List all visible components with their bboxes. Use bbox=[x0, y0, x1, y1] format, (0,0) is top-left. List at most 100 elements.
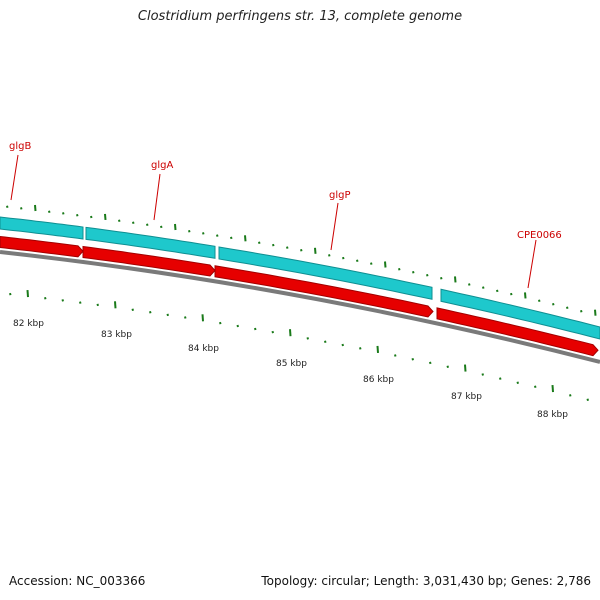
tick-mark bbox=[398, 268, 401, 271]
kbp-label: 82 kbp bbox=[13, 319, 44, 329]
tick-mark bbox=[132, 221, 135, 225]
scale-tick bbox=[376, 345, 379, 353]
gene-label-leader bbox=[527, 239, 537, 289]
scale-tick bbox=[499, 377, 502, 380]
scale-tick bbox=[429, 361, 432, 365]
scale-tick bbox=[481, 373, 484, 376]
scale-tick bbox=[306, 337, 309, 340]
gene-labels: glgB glgA glgP CPE0066 bbox=[9, 141, 562, 289]
scale-tick bbox=[96, 303, 99, 307]
tick-mark bbox=[468, 283, 471, 286]
gene-label-glgP: glgP bbox=[329, 190, 351, 201]
gene-arrow-reverse bbox=[82, 245, 216, 277]
scale-tick bbox=[166, 313, 169, 317]
gene-label-glgB: glgB bbox=[9, 141, 31, 152]
tick-mark bbox=[118, 219, 121, 223]
scale-tick bbox=[586, 398, 589, 402]
scale-tick bbox=[79, 301, 82, 304]
scale-tick bbox=[271, 330, 274, 334]
tick-mark bbox=[342, 256, 345, 260]
scale-ticks bbox=[9, 290, 589, 402]
tick-mark bbox=[440, 277, 443, 280]
kbp-labels: 82 kbp 83 kbp 84 kbp 85 kbp 86 kbp 87 kb… bbox=[13, 319, 568, 420]
tick-mark bbox=[104, 213, 107, 220]
kbp-label: 86 kbp bbox=[363, 375, 394, 385]
scale-tick bbox=[201, 314, 204, 322]
scale-tick bbox=[114, 301, 117, 309]
kbp-label: 88 kbp bbox=[537, 410, 568, 420]
tick-mark bbox=[580, 309, 583, 313]
accession-label: Accession: NC_003366 bbox=[9, 574, 146, 588]
tick-mark bbox=[356, 259, 359, 263]
tick-mark bbox=[566, 306, 569, 309]
tick-mark bbox=[426, 274, 429, 277]
tick-mark bbox=[48, 210, 51, 213]
tick-mark bbox=[6, 205, 9, 209]
tick-mark bbox=[538, 299, 541, 303]
reverse-strand-track bbox=[0, 235, 599, 357]
tick-track bbox=[6, 204, 597, 316]
tick-mark bbox=[524, 292, 527, 299]
page-title: Clostridium perfringens str. 13, complet… bbox=[137, 9, 463, 24]
gene-block-forward bbox=[0, 216, 84, 240]
scale-tick bbox=[569, 394, 572, 397]
tick-mark bbox=[272, 243, 275, 247]
scale-tick bbox=[516, 381, 519, 384]
scale-tick bbox=[324, 340, 327, 343]
scale-tick bbox=[131, 308, 134, 311]
genome-backbone bbox=[0, 250, 600, 364]
gene-block-forward bbox=[218, 246, 433, 300]
gene-label-leader bbox=[153, 173, 161, 221]
scale-tick bbox=[394, 354, 397, 357]
scale-tick bbox=[61, 299, 64, 302]
tick-mark bbox=[62, 212, 65, 215]
tick-mark bbox=[146, 223, 149, 227]
tick-mark bbox=[594, 309, 597, 316]
kbp-label: 83 kbp bbox=[101, 330, 132, 340]
kbp-label: 84 kbp bbox=[188, 344, 219, 354]
scale-tick bbox=[289, 329, 292, 337]
tick-mark bbox=[370, 262, 373, 265]
tick-mark bbox=[216, 234, 219, 237]
gene-label-CPE0066: CPE0066 bbox=[517, 230, 562, 241]
scale-tick bbox=[534, 385, 537, 389]
scale-tick bbox=[411, 357, 414, 361]
tick-mark bbox=[20, 207, 23, 210]
scale-tick bbox=[254, 327, 257, 331]
gene-label-leader bbox=[10, 154, 19, 201]
scale-tick bbox=[26, 290, 29, 298]
gene-label-glgA: glgA bbox=[151, 160, 173, 171]
scale-tick bbox=[359, 347, 362, 350]
gene-arrow-reverse bbox=[214, 265, 434, 318]
tick-mark bbox=[90, 215, 93, 219]
kbp-label: 87 kbp bbox=[451, 392, 482, 402]
tick-mark bbox=[412, 271, 415, 274]
scale-tick bbox=[9, 292, 12, 296]
tick-mark bbox=[34, 204, 37, 212]
tick-mark bbox=[314, 247, 317, 254]
tick-mark bbox=[328, 254, 331, 257]
tick-mark bbox=[160, 225, 163, 229]
scale-tick bbox=[341, 343, 344, 347]
scale-tick bbox=[236, 324, 239, 328]
gene-arrow-reverse bbox=[0, 235, 84, 258]
tick-mark bbox=[510, 292, 513, 296]
tick-mark bbox=[76, 213, 79, 217]
tick-mark bbox=[188, 229, 191, 233]
gene-block-forward bbox=[85, 226, 216, 259]
gene-arrow-reverse bbox=[436, 307, 599, 357]
tick-mark bbox=[202, 232, 205, 235]
tick-mark bbox=[300, 248, 303, 252]
scale-tick bbox=[464, 364, 467, 372]
scale-tick bbox=[446, 365, 449, 368]
tick-mark bbox=[482, 286, 485, 289]
tick-mark bbox=[258, 241, 261, 244]
tick-mark bbox=[384, 261, 387, 268]
scale-tick bbox=[551, 385, 554, 393]
scale-tick bbox=[44, 296, 47, 300]
genome-summary: Topology: circular; Length: 3,031,430 bp… bbox=[261, 574, 591, 588]
gene-label-leader bbox=[330, 202, 339, 251]
tick-mark bbox=[496, 289, 499, 293]
tick-mark bbox=[454, 276, 457, 283]
